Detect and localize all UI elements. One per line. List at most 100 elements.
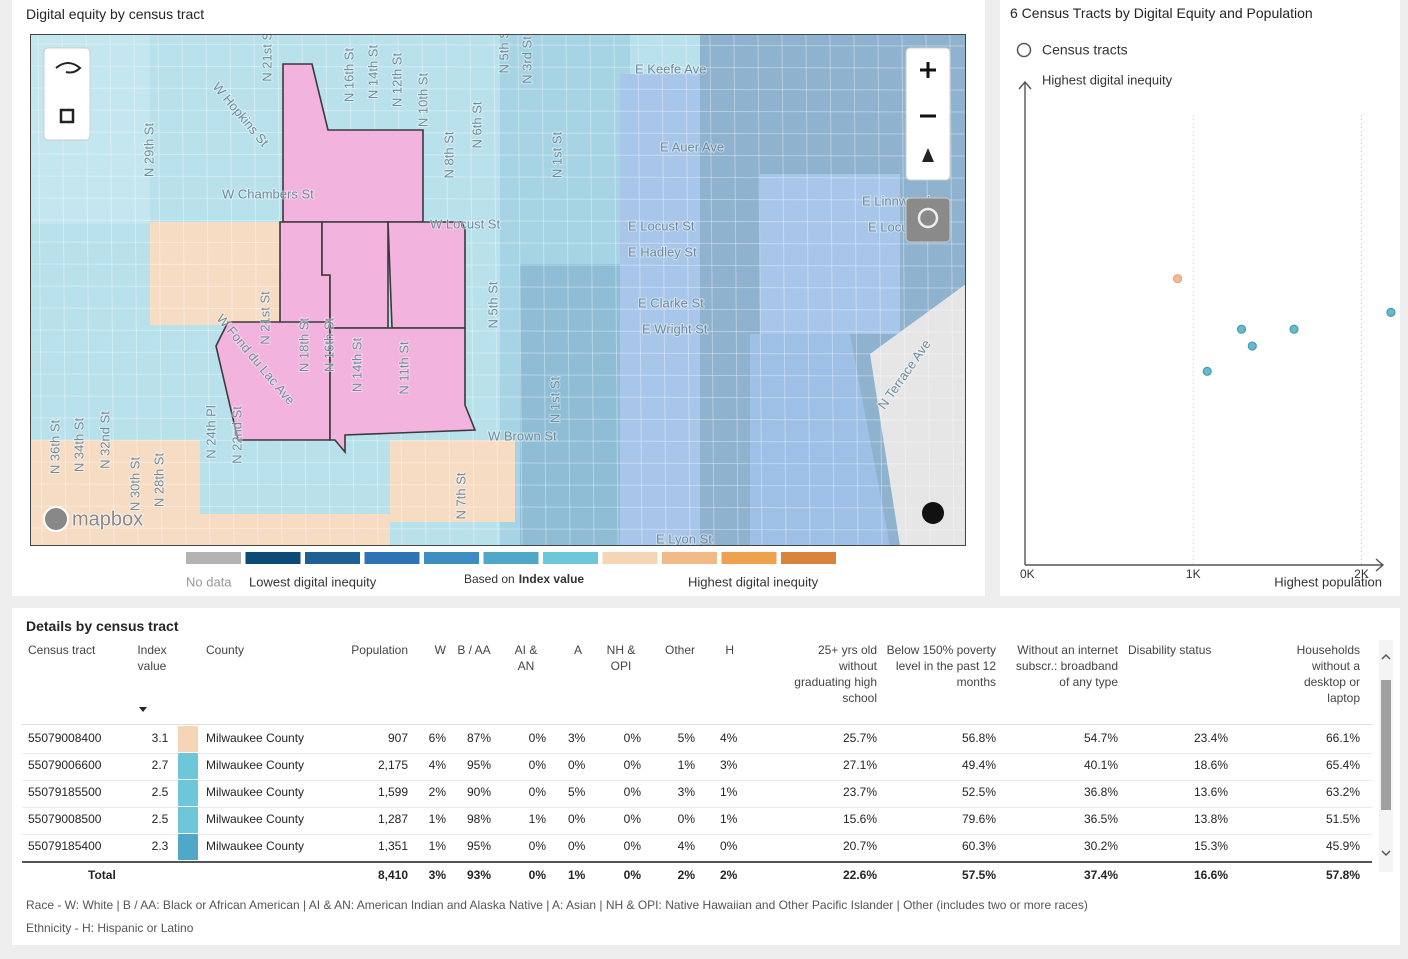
row-rule — [22, 807, 1372, 808]
column-header[interactable]: NH & OPI — [606, 643, 636, 673]
footnote-ethnicity: Ethnicity - H: Hispanic or Latino — [26, 921, 194, 935]
table-cell: 87% — [466, 731, 491, 745]
street-label: W Chambers St — [222, 186, 314, 201]
rect-select-icon — [59, 108, 75, 124]
total-cell: 0% — [528, 868, 546, 882]
legend-highest: Highest digital inequity — [688, 574, 819, 589]
street — [229, 34, 235, 546]
column-header[interactable]: Census tract — [28, 643, 96, 657]
column-header[interactable]: County — [206, 643, 245, 657]
zoom-in-icon — [920, 62, 936, 78]
street-label: W Locust St — [430, 216, 500, 231]
table-cell: 40.1% — [1083, 758, 1118, 772]
x-tick-label: 2K — [1354, 567, 1369, 581]
total-cell: 93% — [466, 868, 491, 882]
table-cell: 55079185500 — [28, 785, 102, 799]
street-label: N 1st St — [547, 377, 562, 424]
column-header[interactable]: W — [434, 643, 446, 657]
map-zoom-controls[interactable] — [905, 47, 951, 181]
column-header[interactable]: Households without a desktop or laptop — [1296, 643, 1360, 705]
legend-marker[interactable] — [1016, 42, 1032, 58]
scroll-down[interactable] — [1380, 848, 1392, 858]
street — [30, 439, 966, 443]
table-cell: 52.5% — [961, 785, 996, 799]
street — [709, 34, 715, 546]
table-cell: 23.7% — [842, 785, 877, 799]
column-header[interactable]: H — [725, 643, 734, 657]
street — [30, 505, 966, 509]
street — [613, 34, 619, 546]
table-cell: 1% — [720, 785, 738, 799]
map-tract-peach — [200, 514, 390, 546]
map[interactable]: N 21st St N 16th St N 14th St N 12th St N 10… — [30, 34, 966, 546]
column-header[interactable]: Population — [351, 643, 408, 657]
table-cell: 55079008400 — [28, 731, 102, 745]
sort-icon[interactable] — [138, 706, 148, 714]
table-cell: 49.4% — [961, 758, 996, 772]
column-header[interactable]: A — [573, 643, 582, 657]
column-header[interactable]: 25+ yrs old without graduating high scho… — [794, 643, 877, 705]
legend-label[interactable]: Census tracts — [1042, 42, 1128, 58]
column-header[interactable]: B / AA — [457, 643, 491, 657]
street-label: N 10th St — [415, 73, 430, 128]
table-cell: 4% — [720, 731, 738, 745]
map-tract-selected — [329, 327, 477, 455]
column-header[interactable]: Index value — [137, 643, 167, 673]
table-cell: 2.5 — [151, 812, 169, 826]
street-label: E Wright St — [642, 321, 708, 336]
street — [805, 34, 811, 546]
street — [589, 34, 595, 546]
scroll-up[interactable] — [1380, 652, 1392, 662]
table-cell: 56.8% — [961, 731, 996, 745]
street-label: E Lyon St — [656, 531, 712, 546]
column-header[interactable]: Below 150% poverty level in the past 12 … — [886, 643, 996, 689]
table-cell: 15.3% — [1193, 839, 1228, 853]
index-swatch — [178, 834, 198, 860]
table-cell: 65.4% — [1325, 758, 1360, 772]
column-header[interactable]: Other — [664, 643, 695, 657]
footnote-race: Race - W: White | B / AA: Black or Afric… — [26, 898, 1088, 912]
table-cell: 0% — [623, 839, 641, 853]
legend-swatch — [483, 552, 539, 564]
street — [565, 34, 571, 546]
legend-based-on-text: Based on — [464, 572, 515, 586]
table-cell: 2.3 — [151, 839, 169, 853]
x-axis-label: Highest population — [1274, 574, 1382, 589]
map-reset[interactable] — [905, 197, 951, 243]
legend-swatch — [662, 552, 717, 564]
column-header[interactable]: AI & AN — [514, 643, 538, 673]
street-label: N 16th St — [321, 318, 336, 373]
street-label: E Auer Ave — [660, 139, 724, 154]
map-tract-peach — [150, 222, 280, 325]
scrollbar[interactable] — [1379, 640, 1393, 872]
map-select-tools[interactable] — [43, 47, 91, 141]
map-legend: No data Lowest digital inequity Based on In… — [186, 552, 836, 589]
table-cell: 2% — [428, 785, 446, 799]
street-label: N 18th St — [296, 318, 311, 373]
table-cell: 907 — [387, 731, 408, 745]
total-cell: 2% — [677, 868, 695, 882]
table-cell: Milwaukee County — [206, 839, 305, 853]
index-swatch — [178, 753, 198, 779]
table-cell: Milwaukee County — [206, 785, 305, 799]
street — [30, 241, 966, 245]
column-header[interactable]: Without an internet subscr.: broadband o… — [1015, 643, 1118, 689]
street-label: N 21st St — [259, 34, 274, 82]
column-header[interactable]: Disability status — [1128, 643, 1212, 657]
legend-swatch — [602, 552, 658, 564]
table-cell: 60.3% — [961, 839, 996, 853]
street-label: N 24th Pl — [203, 405, 218, 459]
scroll-thumb[interactable] — [1381, 680, 1391, 810]
street-label: N 30th St — [127, 457, 142, 512]
legend-lowest: Lowest digital inequity — [249, 574, 377, 589]
table-cell: 5% — [677, 731, 695, 745]
table-cell: 15.6% — [842, 812, 877, 826]
table-cell: 0% — [528, 839, 546, 853]
total-cell: 57.5% — [961, 868, 996, 882]
street — [829, 34, 835, 546]
table-cell: 55079006600 — [28, 758, 102, 772]
street — [30, 131, 966, 135]
street-label: N 7th St — [453, 472, 468, 519]
table-cell: 36.5% — [1083, 812, 1118, 826]
street-label: E Clarke St — [638, 295, 704, 310]
